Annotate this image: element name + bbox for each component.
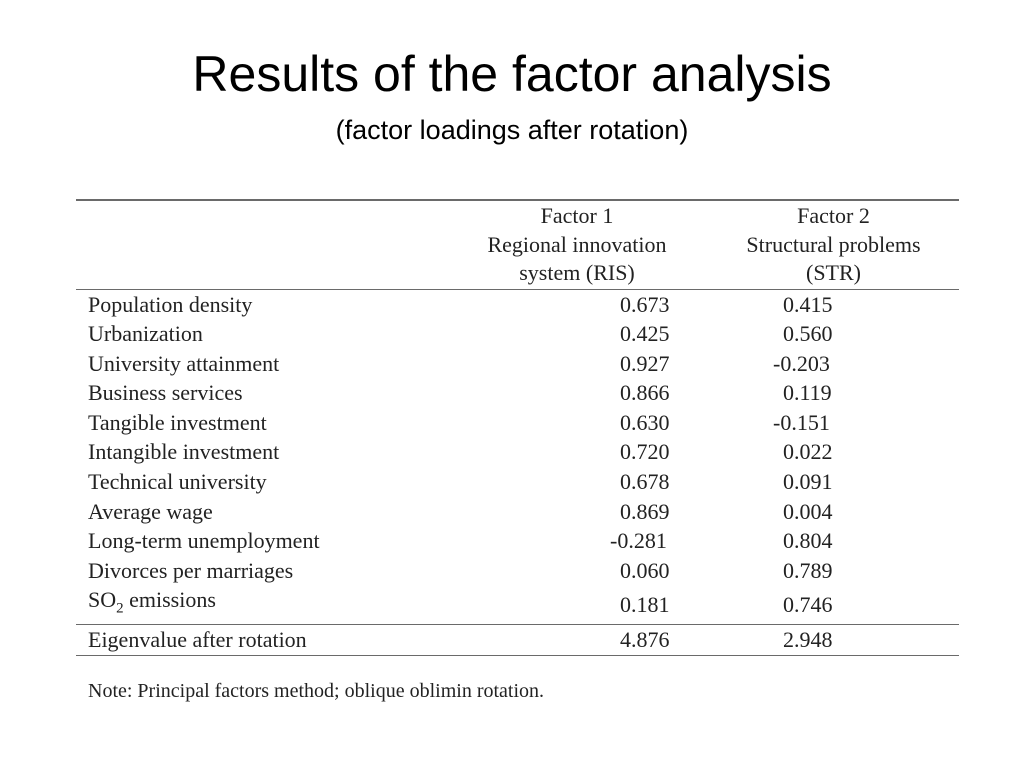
header-empty-cell bbox=[76, 200, 446, 289]
row-label: Business services bbox=[88, 380, 243, 406]
table-row: Business services 0.866 0.119 bbox=[76, 378, 959, 408]
factor1-value-text: 0.869 bbox=[620, 498, 670, 524]
factor2-value-text: 0.415 bbox=[783, 291, 833, 317]
factor2-value-text: 0.789 bbox=[783, 557, 833, 583]
factor1-value-text: 0.678 bbox=[620, 469, 670, 495]
factor2-value-text: 0.560 bbox=[783, 321, 833, 347]
factor1-value: 0.927 bbox=[446, 349, 708, 379]
row-label: Tangible investment bbox=[88, 409, 267, 435]
header-factor2-line2: Structural problems bbox=[746, 231, 921, 257]
eigenvalue-factor2-text: 2.948 bbox=[783, 627, 833, 653]
factor2-value: -0.151 bbox=[708, 408, 959, 438]
table-row: Divorces per marriages 0.060 0.789 bbox=[76, 556, 959, 586]
header-factor2-line3: (STR) bbox=[806, 260, 861, 285]
row-label: Average wage bbox=[88, 498, 213, 524]
header-factor1: Factor 1 Regional innovation system (RIS… bbox=[446, 200, 708, 289]
factor1-value: 0.630 bbox=[446, 408, 708, 438]
factor1-value: 0.425 bbox=[446, 319, 708, 349]
row-label: Population density bbox=[88, 291, 253, 317]
factor1-value: 0.673 bbox=[446, 289, 708, 319]
row-label-subscript: 2 bbox=[116, 600, 124, 617]
table-row: University attainment 0.927 -0.203 bbox=[76, 349, 959, 379]
factor1-value-text: 0.060 bbox=[620, 557, 670, 583]
eigenvalue-row: Eigenvalue after rotation 4.876 2.948 bbox=[76, 624, 959, 656]
row-label-rest: emissions bbox=[123, 587, 216, 613]
table-row: Long-term unemployment -0.281 0.804 bbox=[76, 526, 959, 556]
factor2-value: 0.746 bbox=[708, 585, 959, 624]
factor2-value: 0.004 bbox=[708, 497, 959, 527]
header-factor1-line1: Factor 1 bbox=[540, 203, 614, 228]
header-factor2: Factor 2 Structural problems (STR) bbox=[708, 200, 959, 289]
header-factor1-line3: system (RIS) bbox=[519, 260, 635, 285]
row-label: Divorces per marriages bbox=[88, 557, 294, 583]
factor2-value-text: 0.004 bbox=[783, 498, 833, 524]
factor1-value-text: 0.673 bbox=[620, 291, 670, 317]
slide-title: Results of the factor analysis bbox=[192, 46, 832, 102]
factor2-value-text: 0.022 bbox=[783, 439, 833, 465]
table-row: Population density 0.673 0.415 bbox=[76, 289, 959, 319]
factor2-value: 0.560 bbox=[708, 319, 959, 349]
factor2-value: 0.119 bbox=[708, 378, 959, 408]
factor2-value-text: -0.203 bbox=[773, 350, 830, 376]
row-label: Technical university bbox=[88, 469, 267, 495]
row-label: University attainment bbox=[88, 350, 280, 376]
factor2-value-text: 0.746 bbox=[783, 592, 833, 618]
table-row: Tangible investment 0.630 -0.151 bbox=[76, 408, 959, 438]
factor1-value: 0.720 bbox=[446, 437, 708, 467]
table-body: Population density 0.673 0.415 Urbanizat… bbox=[76, 289, 959, 625]
factor1-value: 0.181 bbox=[446, 585, 708, 624]
factor2-value: 0.091 bbox=[708, 467, 959, 497]
factor1-value-text: 0.425 bbox=[620, 321, 670, 347]
factor2-value-text: 0.119 bbox=[783, 380, 832, 406]
factor2-value: 0.022 bbox=[708, 437, 959, 467]
factor1-value: -0.281 bbox=[446, 526, 708, 556]
row-label: SO2 emissions bbox=[76, 585, 446, 624]
factor-loadings-table-container: Factor 1 Regional innovation system (RIS… bbox=[76, 199, 959, 704]
row-label-main: SO bbox=[88, 587, 117, 613]
factor2-value: 0.789 bbox=[708, 556, 959, 586]
factor2-value-text: 0.091 bbox=[783, 469, 833, 495]
factor1-value-text: 0.720 bbox=[620, 439, 670, 465]
factor2-value: 0.415 bbox=[708, 289, 959, 319]
table-row: Urbanization 0.425 0.560 bbox=[76, 319, 959, 349]
factor1-value-text: 0.927 bbox=[620, 350, 670, 376]
eigenvalue-factor2: 2.948 bbox=[708, 625, 959, 656]
eigenvalue-label: Eigenvalue after rotation bbox=[88, 627, 307, 653]
factor-loadings-table: Factor 1 Regional innovation system (RIS… bbox=[76, 199, 959, 656]
table-row: Technical university 0.678 0.091 bbox=[76, 467, 959, 497]
factor1-value-text: 0.181 bbox=[620, 592, 670, 618]
header-factor1-line2: Regional innovation bbox=[487, 231, 667, 257]
table-row: Intangible investment 0.720 0.022 bbox=[76, 437, 959, 467]
factor1-value-text: 0.866 bbox=[620, 380, 670, 406]
factor1-value: 0.060 bbox=[446, 556, 708, 586]
factor1-value-text: 0.630 bbox=[620, 409, 670, 435]
factor1-value: 0.866 bbox=[446, 378, 708, 408]
eigenvalue-factor1: 4.876 bbox=[446, 625, 708, 656]
factor1-value-text: -0.281 bbox=[610, 528, 667, 554]
row-label: Long-term unemployment bbox=[88, 528, 320, 554]
factor2-value: -0.203 bbox=[708, 349, 959, 379]
table-row: SO2 emissions 0.181 0.746 bbox=[76, 585, 959, 624]
slide-subtitle: (factor loadings after rotation) bbox=[335, 115, 689, 145]
header-factor2-line1: Factor 2 bbox=[797, 203, 870, 228]
table-row: Average wage 0.869 0.004 bbox=[76, 497, 959, 527]
table-header-row: Factor 1 Regional innovation system (RIS… bbox=[76, 200, 959, 289]
table-header: Factor 1 Regional innovation system (RIS… bbox=[76, 200, 959, 289]
factor2-value-text: 0.804 bbox=[783, 528, 833, 554]
factor2-value-text: -0.151 bbox=[773, 409, 830, 435]
factor2-value: 0.804 bbox=[708, 526, 959, 556]
factor1-value: 0.678 bbox=[446, 467, 708, 497]
row-label: Urbanization bbox=[88, 321, 203, 347]
factor1-value: 0.869 bbox=[446, 497, 708, 527]
table-footer: Eigenvalue after rotation 4.876 2.948 bbox=[76, 624, 959, 656]
table-note: Note: Principal factors method; oblique … bbox=[88, 680, 545, 703]
row-label: Intangible investment bbox=[88, 439, 280, 465]
eigenvalue-factor1-text: 4.876 bbox=[620, 627, 670, 653]
